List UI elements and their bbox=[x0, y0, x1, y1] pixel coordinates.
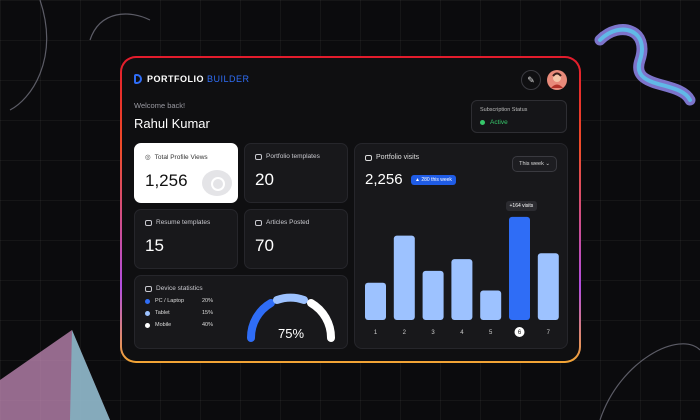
subscription-status: Active bbox=[480, 119, 558, 126]
visits-bar[interactable] bbox=[365, 282, 386, 320]
device-statistics-card: Device statistics PC / Laptop 20% Tablet… bbox=[134, 275, 348, 349]
device-title: Device statistics bbox=[156, 285, 203, 292]
device-icon bbox=[145, 285, 152, 292]
dashboard-frame: PORTFOLIO BUILDER ✎ Welcome back! Rahul … bbox=[120, 56, 581, 363]
stat-card-articles-posted[interactable]: Articles Posted 70 bbox=[244, 209, 348, 269]
device-pct: 20% bbox=[201, 298, 213, 304]
x-tick-label: 7 bbox=[547, 330, 551, 336]
visits-bar[interactable] bbox=[393, 235, 415, 320]
header-actions: ✎ bbox=[521, 70, 567, 90]
selected-tick-marker bbox=[514, 327, 525, 337]
subscription-title: Subscription Status bbox=[480, 107, 528, 113]
article-icon bbox=[255, 219, 262, 226]
visits-bar[interactable] bbox=[480, 290, 502, 320]
dashboard-card: PORTFOLIO BUILDER ✎ Welcome back! Rahul … bbox=[122, 58, 579, 361]
device-name: Tablet bbox=[155, 310, 170, 316]
stat-label: Total Profile Views bbox=[154, 153, 208, 161]
eye-illustration-icon bbox=[202, 170, 232, 196]
brand-logo[interactable]: PORTFOLIO BUILDER bbox=[134, 74, 250, 84]
user-name: Rahul Kumar bbox=[134, 116, 210, 131]
device-name: Mobile bbox=[155, 322, 172, 328]
x-tick-label: 4 bbox=[460, 330, 464, 336]
x-tick-label: 3 bbox=[431, 330, 435, 336]
stat-card-portfolio-templates[interactable]: Portfolio templates 20 bbox=[244, 143, 348, 203]
x-tick-label: 6 bbox=[518, 330, 522, 336]
grid-icon bbox=[255, 153, 262, 160]
x-tick-label: 2 bbox=[403, 330, 407, 336]
gauge-value: 75% bbox=[278, 326, 304, 341]
document-icon bbox=[145, 219, 152, 226]
calendar-icon bbox=[365, 154, 372, 161]
stat-value: 20 bbox=[255, 170, 274, 189]
pencil-icon: ✎ bbox=[527, 74, 535, 85]
x-tick-label: 1 bbox=[374, 330, 378, 336]
stat-label: Portfolio templates bbox=[266, 153, 320, 160]
visits-title: Portfolio visits bbox=[376, 154, 420, 161]
x-tick-label: 5 bbox=[489, 330, 493, 336]
visits-bar-chart: 1 2 3 4 5 6 7 bbox=[365, 216, 559, 337]
period-dropdown[interactable]: This week ⌄ bbox=[512, 156, 557, 172]
legend-dot-icon bbox=[145, 322, 150, 328]
period-value: This week bbox=[519, 161, 544, 167]
stat-card-resume-templates[interactable]: Resume templates 15 bbox=[134, 209, 238, 269]
brand-word-1: PORTFOLIO bbox=[147, 74, 204, 84]
stat-value: 1,256 bbox=[145, 171, 188, 190]
subscription-status-text: Active bbox=[490, 119, 508, 126]
brand-word-2: BUILDER bbox=[207, 74, 250, 84]
stat-card-profile-views[interactable]: ◎ Total Profile Views 1,256 bbox=[134, 143, 238, 203]
device-pct: 40% bbox=[201, 322, 213, 328]
device-name: PC / Laptop bbox=[155, 298, 185, 304]
legend-dot-icon bbox=[145, 298, 150, 304]
legend-dot-icon bbox=[145, 310, 150, 316]
edit-button[interactable]: ✎ bbox=[521, 70, 541, 90]
stat-value: 70 bbox=[255, 236, 274, 255]
device-row-tablet: Tablet 15% bbox=[145, 310, 213, 316]
portfolio-visits-card: Portfolio visits 2,256 ▲ 280 this week T… bbox=[354, 143, 568, 349]
visits-bar[interactable] bbox=[509, 216, 530, 320]
subscription-status-card: Subscription Status Active bbox=[471, 100, 567, 133]
device-row-pc: PC / Laptop 20% bbox=[145, 298, 213, 304]
user-avatar-icon bbox=[551, 72, 563, 88]
stat-value: 15 bbox=[145, 236, 164, 255]
stat-label: Resume templates bbox=[156, 219, 211, 226]
avatar[interactable] bbox=[547, 70, 567, 90]
visits-bar[interactable] bbox=[451, 259, 473, 320]
status-dot-icon bbox=[480, 120, 485, 125]
visits-change-badge: ▲ 280 this week bbox=[411, 175, 456, 185]
visits-total: 2,256 bbox=[365, 171, 403, 188]
device-pct: 15% bbox=[201, 310, 213, 316]
chevron-down-icon: ⌄ bbox=[545, 161, 550, 167]
logo-icon bbox=[134, 74, 142, 84]
visits-bar[interactable] bbox=[537, 253, 559, 320]
eye-icon: ◎ bbox=[145, 154, 151, 161]
visits-bar[interactable] bbox=[422, 270, 444, 320]
bar-tooltip: +164 visits bbox=[505, 200, 538, 211]
device-legend: PC / Laptop 20% Tablet 15% Mobile 40% bbox=[145, 298, 337, 328]
device-row-mobile: Mobile 40% bbox=[145, 322, 213, 328]
welcome-text: Welcome back! bbox=[134, 101, 186, 110]
stat-label: Articles Posted bbox=[266, 219, 310, 226]
device-gauge: 75% bbox=[246, 293, 336, 342]
